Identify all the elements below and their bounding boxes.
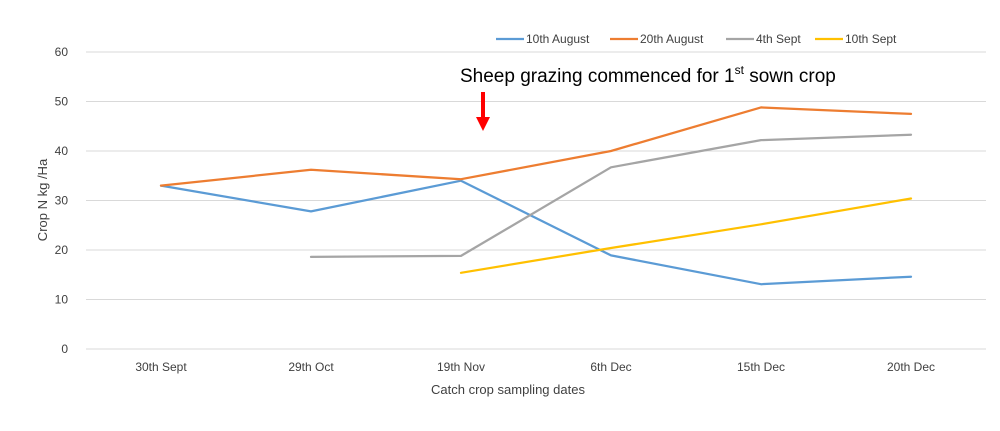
x-tick-label: 15th Dec	[737, 360, 785, 374]
x-tick-label: 6th Dec	[590, 360, 631, 374]
series-line-1	[159, 179, 913, 286]
legend-label: 10th Sept	[845, 32, 897, 46]
y-axis-ticks: 0 10 20 30 40 50 60	[55, 45, 69, 356]
legend-label: 20th August	[640, 32, 704, 46]
legend-item-2: 20th August	[610, 32, 704, 46]
y-axis-title: Crop N kg /Ha	[35, 158, 50, 241]
legend-item-1: 10th August	[496, 32, 590, 46]
x-tick-label: 29th Oct	[288, 360, 334, 374]
x-axis-title: Catch crop sampling dates	[431, 382, 585, 397]
gridlines	[86, 51, 986, 350]
legend-label: 4th Sept	[756, 32, 801, 46]
series-line-4	[459, 197, 913, 274]
y-tick-label: 20	[55, 243, 69, 257]
series-lines	[159, 106, 913, 286]
series-line-2	[159, 106, 913, 187]
y-tick-label: 30	[55, 194, 69, 208]
y-tick-label: 10	[55, 293, 69, 307]
x-tick-label: 19th Nov	[437, 360, 485, 374]
x-tick-label: 20th Dec	[887, 360, 935, 374]
y-tick-label: 0	[61, 342, 68, 356]
series-line-3	[309, 133, 913, 259]
legend-label: 10th August	[526, 32, 590, 46]
annotation-arrow	[476, 92, 490, 131]
legend: 10th August 20th August 4th Sept 10th Sept	[496, 32, 897, 46]
x-tick-label: 30th Sept	[135, 360, 187, 374]
legend-item-3: 4th Sept	[726, 32, 801, 46]
x-axis-ticks: 30th Sept 29th Oct 19th Nov 6th Dec 15th Dec…	[135, 360, 935, 374]
legend-item-4: 10th Sept	[815, 32, 897, 46]
y-tick-label: 50	[55, 95, 69, 109]
y-tick-label: 40	[55, 144, 69, 158]
annotation-text: Sheep grazing commenced for 1st sown cro…	[460, 63, 836, 87]
y-tick-label: 60	[55, 45, 69, 59]
